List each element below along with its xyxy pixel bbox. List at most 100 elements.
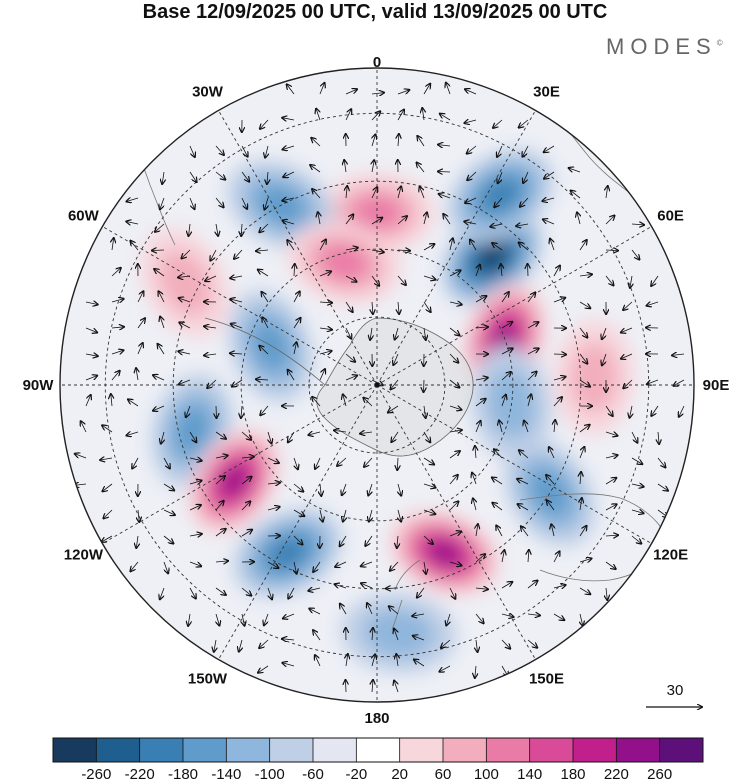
- colorbar-swatch: [529, 738, 573, 762]
- wind-arrow: [230, 299, 243, 302]
- wind-arrow: [85, 376, 97, 381]
- wind-arrow: [417, 587, 425, 598]
- colorbar-swatch: [659, 738, 703, 762]
- colorbar-tick-label: -180: [168, 766, 198, 783]
- wind-arrow: [499, 420, 502, 433]
- wind-arrow: [152, 250, 165, 251]
- wind-arrow: [345, 353, 355, 362]
- wind-arrow: [340, 535, 347, 546]
- wind-arrow: [422, 108, 424, 121]
- wind-arrow: [189, 561, 201, 566]
- longitude-label-30e: 30E: [533, 83, 560, 100]
- wind-arrow: [423, 535, 433, 544]
- positive-center-65w: [140, 228, 230, 338]
- wind-arrow: [319, 328, 332, 330]
- graticule: [60, 68, 694, 702]
- wind-arrow: [282, 118, 295, 120]
- wind-arrow: [241, 431, 251, 440]
- wind-arrow: [111, 350, 123, 354]
- wind-arrow: [127, 432, 139, 436]
- longitude-label-30w: 30W: [192, 83, 224, 100]
- wind-arrow: [189, 197, 195, 209]
- wind-arrow: [136, 368, 138, 381]
- wind-arrow: [605, 216, 615, 225]
- wind-arrow: [288, 587, 295, 599]
- wind-arrow: [288, 370, 295, 381]
- colorbar-tick-label: 220: [604, 766, 629, 783]
- wind-arrow: [179, 323, 191, 329]
- wind-arrow: [315, 655, 321, 667]
- wind-arrow: [293, 483, 303, 492]
- wind-arrow: [579, 559, 592, 563]
- wind-arrow: [371, 93, 384, 94]
- wind-arrow: [475, 421, 481, 433]
- wind-arrow: [423, 301, 431, 312]
- wind-arrow: [369, 509, 372, 522]
- wind-arrow: [179, 298, 191, 302]
- wind-arrow: [102, 535, 113, 542]
- wind-arrow: [519, 450, 529, 459]
- wind-arrow: [215, 197, 224, 207]
- wind-arrow: [423, 276, 436, 280]
- wind-arrow: [519, 119, 529, 128]
- negative-center-45e-level: [480, 245, 504, 269]
- wind-arrow: [337, 457, 347, 466]
- wind-arrow: [390, 561, 399, 571]
- wind-arrow: [241, 477, 252, 485]
- colorbar-tick-label: 100: [474, 766, 499, 783]
- wind-arrow: [159, 291, 165, 303]
- wind-arrow: [605, 561, 616, 569]
- wind-arrow: [158, 344, 165, 355]
- wind-arrow: [160, 587, 165, 599]
- wind-arrow: [501, 614, 514, 617]
- wind-arrow: [631, 457, 642, 464]
- wind-arrow: [372, 135, 376, 147]
- wind-arrow: [267, 561, 278, 568]
- wind-arrow: [85, 395, 91, 407]
- wind-arrow: [553, 377, 566, 380]
- wind-arrow: [544, 171, 555, 179]
- wind-arrow: [580, 613, 583, 626]
- wind-arrow: [320, 509, 323, 522]
- wind-arrow: [293, 318, 301, 329]
- wind-arrow: [579, 327, 587, 338]
- wind-arrow: [363, 398, 373, 407]
- negative-center-150w-level: [269, 538, 306, 568]
- longitude-labels: 0 30E 60E 90E 120E 150E 180 150W 120W 90W 60W 30W: [23, 54, 730, 727]
- wind-arrow: [388, 405, 399, 413]
- wind-arrow: [242, 613, 245, 626]
- colorbar-swatch: [443, 738, 487, 762]
- wind-arrow: [605, 432, 617, 436]
- negative-center-180: [340, 592, 457, 674]
- wind-arrow: [544, 145, 555, 152]
- wind-arrow: [138, 509, 139, 522]
- wind-arrow: [319, 351, 332, 354]
- wind-arrow: [397, 216, 407, 225]
- wind-arrow: [527, 639, 537, 648]
- wind-arrow: [472, 473, 476, 485]
- wind-arrow: [397, 250, 410, 251]
- wind-arrow: [523, 171, 529, 183]
- wind-arrow: [241, 530, 252, 537]
- wind-arrow: [345, 214, 353, 225]
- wind-arrow: [153, 375, 165, 381]
- wind-arrow: [449, 302, 462, 305]
- wind-arrow: [345, 301, 353, 312]
- wind-arrow: [651, 275, 659, 286]
- wind-arrow: [137, 343, 143, 355]
- wind-arrow: [267, 507, 280, 510]
- wind-arrow: [311, 138, 321, 147]
- wind-arrow: [501, 349, 513, 355]
- wind-arrow: [368, 483, 372, 495]
- wind-arrow: [232, 379, 243, 387]
- wind-arrow: [528, 394, 531, 407]
- colorbar-frame: [52, 737, 704, 763]
- wind-arrow: [367, 603, 373, 615]
- wind-arrow: [265, 145, 268, 158]
- wind-arrow: [543, 219, 555, 225]
- wind-arrow: [501, 292, 509, 303]
- wind-arrow: [111, 268, 121, 277]
- wind-arrow: [528, 264, 529, 277]
- wind-arrow: [343, 394, 346, 407]
- wind-arrow: [293, 292, 300, 303]
